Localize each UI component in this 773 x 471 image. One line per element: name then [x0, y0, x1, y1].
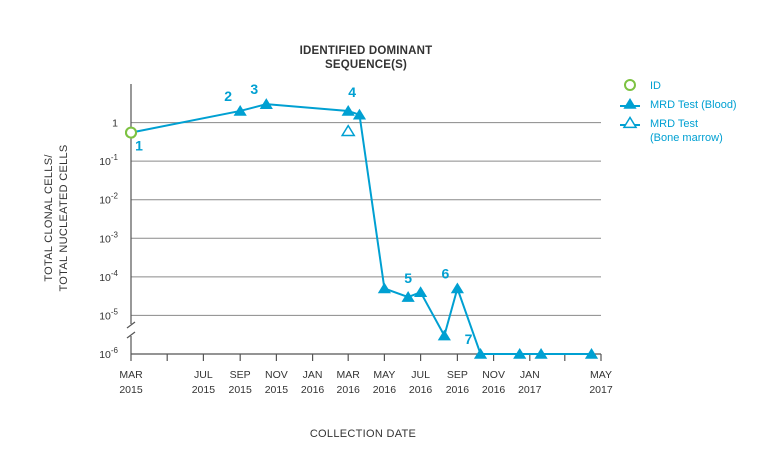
- chart-title: IDENTIFIED DOMINANT SEQUENCE(S): [300, 45, 433, 71]
- x-tick-label-month: MAR: [119, 369, 143, 381]
- data-point-triangle: [233, 104, 247, 116]
- point-annotations: 1 2 3 4 5 6 7: [135, 81, 473, 347]
- legend-item: ID: [624, 79, 661, 92]
- x-tick-label-month: MAY: [373, 369, 395, 381]
- x-tick-label-month: NOV: [482, 369, 505, 381]
- data-point-triangle: [413, 286, 428, 298]
- point-annotation: 3: [250, 81, 258, 97]
- data-point-triangle: [377, 282, 391, 294]
- x-tick-labels: MAR 2015 JUL 2015 SEP 2015 NOV 2015 JAN 2016 MAR 20…: [119, 354, 613, 396]
- legend-item: MRD Test (Bone marrow): [620, 116, 723, 144]
- x-tick-label-month: MAR: [337, 369, 361, 381]
- legend-swatch-circle: [624, 79, 636, 91]
- x-tick-label-year: 2016: [409, 384, 433, 396]
- point-annotation: 6: [441, 265, 449, 281]
- x-tick-label-month: JUL: [411, 369, 430, 381]
- data-point-triangle: [473, 348, 488, 359]
- point-annotation: 1: [135, 138, 143, 154]
- data-point-triangle: [352, 108, 367, 120]
- x-tick-label-year: 2016: [337, 384, 361, 396]
- x-tick-label-year: 2016: [482, 384, 506, 396]
- x-tick-label-year: 2015: [265, 384, 289, 396]
- grid-lines: [131, 122, 601, 316]
- y-axis-label-line: TOTAL CLONAL CELLS/: [43, 154, 55, 282]
- data-point-triangle: [584, 348, 599, 359]
- series-mrd-test-bone-marrow: [340, 124, 356, 137]
- y-tick-label: 10-3: [99, 230, 118, 245]
- data-point-circle-top: [125, 126, 137, 139]
- x-tick-label-month: SEP: [447, 369, 468, 381]
- data-point-triangle: [259, 98, 273, 109]
- x-tick-label-year: 2015: [229, 384, 253, 396]
- legend-label: MRD Test: [650, 118, 698, 130]
- y-tick-label: 10-2: [99, 192, 118, 207]
- y-tick-label: 10-5: [99, 307, 118, 322]
- x-tick-label-month: JAN: [520, 369, 540, 381]
- y-tick-label: 10-4: [99, 269, 118, 284]
- data-point-triangle: [437, 329, 451, 341]
- data-series: [125, 98, 599, 359]
- x-tick-label-year: 2015: [119, 384, 143, 396]
- series-mrd-test-blood: [130, 98, 599, 359]
- data-point-triangle: [450, 282, 464, 294]
- point-annotation: 5: [404, 270, 412, 286]
- x-tick-label-year: 2016: [446, 384, 470, 396]
- legend-label: ID: [650, 80, 661, 92]
- x-tick-label-year: 2016: [301, 384, 325, 396]
- chart-title-line: SEQUENCE(S): [325, 59, 407, 71]
- data-point-triangle: [513, 348, 527, 359]
- x-tick-label-year: 2016: [373, 384, 397, 396]
- legend-swatch-triangle-open: [622, 116, 638, 129]
- x-tick-label-month: SEP: [230, 369, 251, 381]
- y-tick-labels: 1 10-1 10-2 10-3 10-4 10-5 10-6: [99, 118, 118, 361]
- data-point-triangle-open: [340, 124, 356, 137]
- data-point-triangle: [401, 291, 415, 302]
- y-tick-label: 1: [112, 118, 118, 130]
- y-tick-label: 10-1: [99, 153, 118, 168]
- legend-label: MRD Test (Blood): [650, 99, 737, 111]
- legend-label-line2: (Bone marrow): [650, 132, 723, 144]
- x-tick-label-month: JUL: [194, 369, 213, 381]
- x-tick-label-year: 2017: [589, 384, 613, 396]
- legend: ID MRD Test (Blood) MRD Test (Bone marrow): [620, 79, 737, 144]
- x-tick-label-month: JAN: [303, 369, 323, 381]
- y-axis-label: TOTAL CLONAL CELLS/TOTAL NUCLEATED CELLS: [43, 144, 70, 291]
- point-annotation: 2: [224, 88, 232, 104]
- x-tick-label-month: NOV: [265, 369, 288, 381]
- axes: [126, 84, 601, 355]
- chart-title-line: IDENTIFIED DOMINANT: [300, 45, 433, 57]
- x-tick-label-year: 2017: [518, 384, 542, 396]
- axis-break-mark: [126, 331, 136, 339]
- point-annotation: 7: [465, 331, 473, 347]
- x-axis-label: COLLECTION DATE: [310, 428, 416, 440]
- series-line: [130, 103, 592, 355]
- axis-break-mark: [126, 321, 136, 329]
- y-axis-label-line: TOTAL NUCLEATED CELLS: [58, 144, 70, 291]
- y-tick-label: 10-6: [99, 346, 118, 361]
- data-point-triangle: [534, 348, 548, 359]
- x-tick-label-year: 2015: [192, 384, 216, 396]
- point-annotation: 4: [348, 84, 356, 100]
- legend-swatch-triangle: [623, 98, 637, 109]
- x-tick-label-month: MAY: [590, 369, 612, 381]
- legend-item: MRD Test (Blood): [620, 98, 737, 111]
- data-point-triangle: [341, 104, 355, 116]
